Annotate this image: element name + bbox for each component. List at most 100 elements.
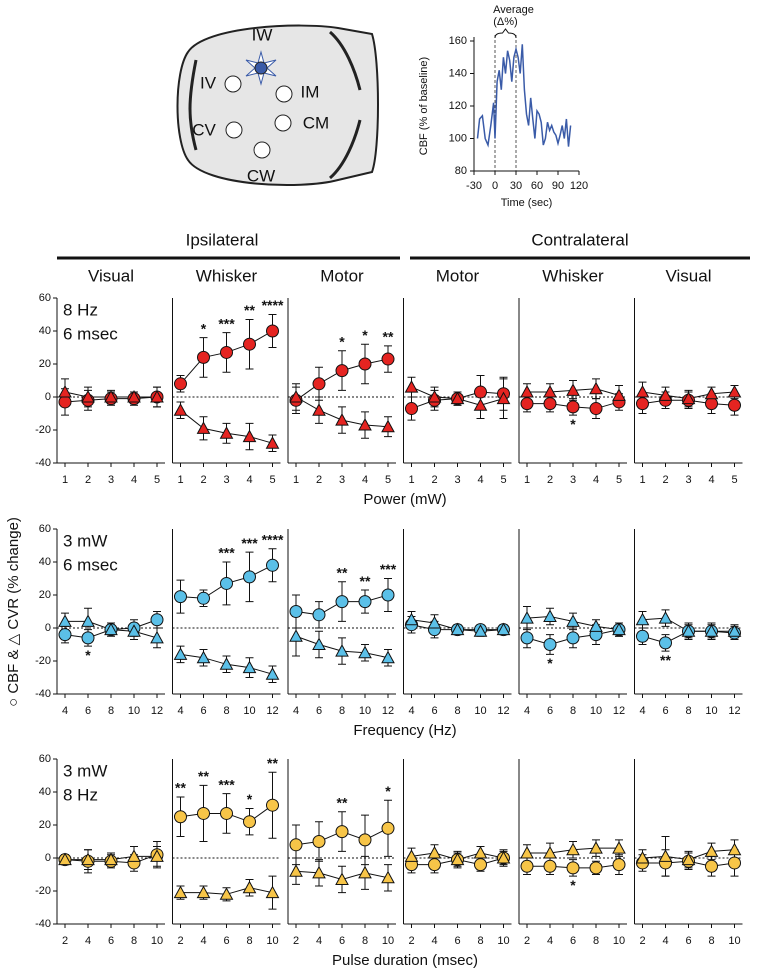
x-tick-label: 5 [269, 474, 275, 486]
x-tick-label: 8 [685, 705, 691, 717]
cvr-point [543, 609, 557, 622]
x-tick-label: 5 [385, 474, 391, 486]
x-tick-label: 12 [497, 705, 509, 717]
x-tick-label: 2 [524, 935, 530, 947]
cbf-point [428, 858, 441, 872]
cvr-point [566, 383, 580, 396]
cvr-point [104, 852, 118, 866]
cvr-point [589, 841, 603, 854]
y-tick-label: 0 [45, 622, 51, 634]
cbf-point [174, 810, 187, 824]
y-axis-label: CBF (% of baseline) [418, 57, 430, 155]
x-tick-label: 10 [728, 935, 740, 947]
cbf-point [520, 397, 534, 411]
cvr-point [289, 389, 303, 403]
site [224, 75, 242, 93]
significance: ** [383, 329, 394, 345]
cvr-point [612, 388, 626, 401]
x-tick-label: 4 [131, 474, 137, 486]
cbf-point [358, 357, 372, 371]
y-tick-label: 100 [449, 132, 467, 144]
x-tick-label: 10 [474, 705, 486, 717]
x-tick-label: 5 [731, 474, 737, 486]
cvr-point [658, 849, 673, 862]
x-tick-label: 1 [524, 474, 530, 486]
cvr-point [150, 389, 164, 403]
x-tick-label: 4 [477, 474, 483, 486]
cvr-point [358, 865, 372, 879]
cvr-point [289, 629, 303, 642]
cbf-point [520, 631, 534, 645]
x-tick-label: 1 [408, 474, 414, 486]
site-label: IW [252, 25, 273, 44]
cbf-point [312, 377, 326, 391]
x-tick-label: 12 [728, 705, 740, 717]
y-tick-label: 40 [39, 556, 51, 568]
cbf-point [474, 858, 487, 872]
x-tick-label: 90 [552, 180, 564, 192]
cvr-point [335, 413, 349, 426]
x-tick-label: 4 [662, 935, 668, 947]
x-tick-label: 6 [570, 935, 576, 947]
significance: *** [380, 561, 397, 577]
cbf-point [220, 345, 233, 359]
x-tick-label: 60 [531, 180, 543, 192]
cbf-point [335, 364, 349, 378]
cbf-point [358, 595, 372, 609]
condition-note: 3 mW [63, 761, 107, 780]
cvr-point [219, 657, 234, 670]
x-tick-label: 8 [454, 705, 460, 717]
significance: **** [262, 297, 284, 313]
cvr-point [265, 885, 280, 899]
x-tick-label: 10 [705, 705, 717, 717]
x-tick-label: 2 [293, 935, 299, 947]
cvr-point [566, 842, 580, 856]
cvr-point [219, 426, 234, 439]
x-tick-label: 6 [108, 935, 114, 947]
cvr-point [358, 418, 372, 431]
cvr-point [381, 650, 395, 664]
significance: * [570, 877, 576, 893]
site-label: CV [192, 120, 216, 139]
x-tick-label: 0 [492, 180, 498, 192]
cvr-point [58, 385, 72, 398]
significance: * [385, 783, 391, 799]
cvr-point [704, 386, 719, 400]
cvr-point [196, 885, 211, 899]
cbf-point [243, 815, 256, 829]
y-tick-label: -20 [35, 655, 51, 667]
y-tick-label: 80 [455, 165, 467, 177]
cvr-point [404, 380, 419, 393]
cvr-point [543, 846, 557, 859]
y-tick-label: 20 [39, 819, 51, 831]
x-tick-label: 6 [547, 705, 553, 717]
y-tick-label: 60 [39, 292, 51, 304]
trace [476, 44, 572, 148]
cvr-point [150, 630, 164, 644]
site [275, 85, 293, 103]
x-tick-label: 6 [200, 705, 206, 717]
x-tick-label: 3 [570, 474, 576, 486]
x-tick-label: 4 [639, 705, 645, 717]
x-tick-label: 4 [408, 705, 414, 717]
x-tick-label: 3 [454, 474, 460, 486]
x-tick-label: 12 [382, 705, 394, 717]
cvr-point [566, 614, 580, 627]
cvr-point [473, 846, 488, 859]
x-tick-label: 10 [128, 705, 140, 717]
cbf-point [266, 798, 279, 812]
y-tick-label: -40 [35, 457, 51, 469]
condition-note: 8 Hz [63, 785, 98, 804]
cvr-point [704, 624, 719, 637]
x-tick-label: 12 [151, 705, 163, 717]
significance: ** [337, 565, 348, 581]
cvr-point [520, 385, 534, 398]
cvr-point [265, 436, 280, 449]
cvr-point [265, 667, 280, 680]
cvr-point [704, 844, 719, 857]
x-tick-label: 2 [547, 474, 553, 486]
cbf-point [289, 838, 303, 852]
panel-title: Visual [666, 266, 712, 285]
cbf-point [381, 352, 395, 366]
significance: *** [218, 545, 235, 561]
